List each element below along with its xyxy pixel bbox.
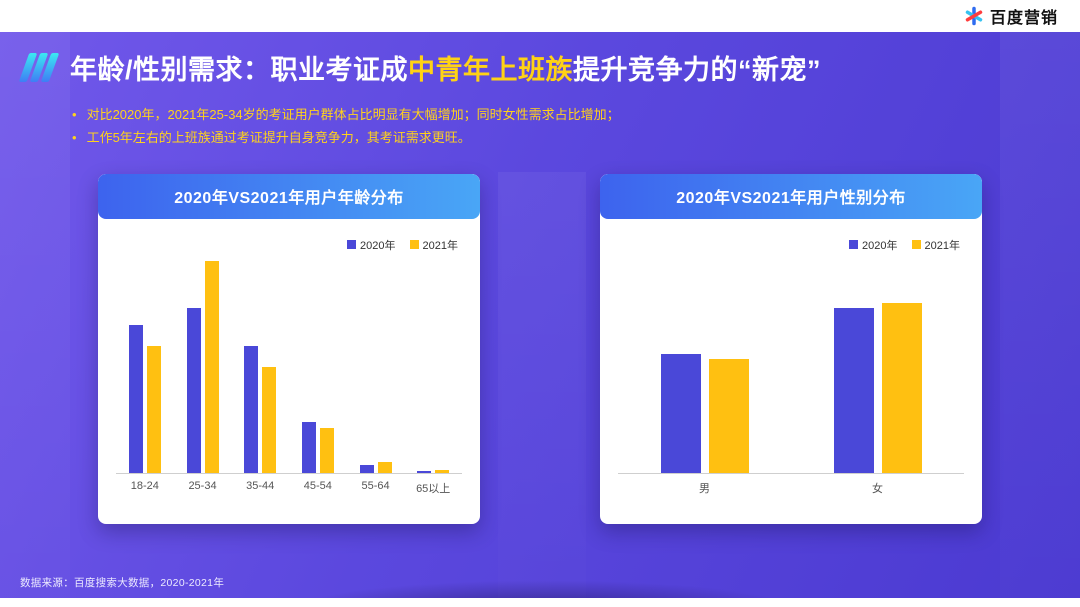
- legend-item: 2020年: [849, 237, 898, 253]
- bar-2020年-45-54: [301, 421, 316, 473]
- chart-title: 2020年VS2021年用户年龄分布: [98, 173, 480, 219]
- bar-2020年-35-44: [244, 345, 259, 473]
- bar-2021年-55-64: [377, 461, 392, 473]
- bar-2021年-25-34: [204, 260, 219, 473]
- bullet-item: • 对比2020年，2021年25-34岁的考证用户群体占比明显有大幅增加；同时…: [72, 103, 1080, 126]
- bullet-list: • 对比2020年，2021年25-34岁的考证用户群体占比明显有大幅增加；同时…: [72, 103, 1080, 150]
- bar-group: [618, 261, 791, 473]
- legend-swatch: [849, 240, 859, 250]
- title-part1: 年龄/性别需求：职业考证成: [70, 55, 409, 85]
- bar-2020年-男: [660, 353, 701, 473]
- bar-group: [116, 261, 174, 473]
- background-light-pillar: [498, 172, 586, 598]
- page-title: 年龄/性别需求：职业考证成中青年上班族提升竞争力的“新宠”: [70, 48, 821, 87]
- x-tick-label: 55-64: [361, 479, 390, 492]
- background-light-pillar: [0, 32, 70, 598]
- bar-2021年-女: [881, 302, 922, 473]
- bar-2020年-18-24: [128, 324, 143, 473]
- floor-shadow-ellipse: [285, 580, 805, 598]
- bar-2021年-18-24: [146, 345, 161, 473]
- x-tick-label: 25-34: [188, 479, 217, 492]
- legend-label: 2021年: [422, 239, 458, 252]
- bar-group: [791, 261, 964, 473]
- double-slash-icon: [18, 51, 60, 85]
- x-tick-label: 男: [699, 482, 710, 495]
- chart-body: 2020年 2021年 男女: [600, 219, 982, 496]
- x-labels: 男女: [618, 480, 964, 496]
- x-tick-label: 女: [872, 482, 883, 495]
- x-tick-label: 18-24: [130, 479, 159, 492]
- bar-2021年-65以上: [435, 469, 450, 473]
- plot: [618, 261, 964, 474]
- x-tick-label: 35-44: [246, 479, 275, 492]
- bar-2020年-25-34: [186, 307, 201, 473]
- bar-group: [231, 261, 289, 473]
- bar-group: [174, 260, 232, 473]
- bar-2020年-55-64: [359, 464, 374, 473]
- legend-label: 2021年: [924, 239, 960, 252]
- legend-label: 2020年: [862, 239, 898, 252]
- background-light-pillar: [1000, 32, 1080, 598]
- title-part2: 提升竞争力的“新宠”: [573, 55, 822, 85]
- logo-text: 百度营销: [989, 10, 1058, 27]
- bullet-item: • 工作5年左右的上班族通过考证提升自身竞争力，其考证需求更旺。: [72, 126, 1080, 149]
- bullet-dot: •: [72, 107, 77, 122]
- plot: [116, 260, 462, 474]
- legend-swatch: [409, 240, 419, 250]
- bullet-text: 对比2020年，2021年25-34岁的考证用户群体占比明显有大幅增加；同时女性…: [86, 107, 620, 122]
- legend-swatch: [911, 240, 921, 250]
- baidu-marketing-logo-icon: [965, 6, 983, 26]
- bullet-text: 工作5年左右的上班族通过考证提升自身竞争力，其考证需求更旺。: [86, 130, 471, 146]
- legend-item: 2021年: [409, 237, 458, 253]
- x-labels: 18-24 25-34 35-44 45-54 55-64 65以上: [116, 480, 462, 496]
- bar-2020年-65以上: [417, 470, 432, 473]
- bar-2021年-35-44: [262, 366, 277, 473]
- bullet-dot: •: [72, 130, 77, 146]
- bar-group: [347, 261, 405, 473]
- legend: 2020年 2021年: [618, 237, 960, 253]
- data-source-note: 数据来源：百度搜索大数据，2020-2021年: [20, 577, 225, 589]
- legend-item: 2020年: [347, 237, 396, 253]
- bar-group: [289, 261, 347, 473]
- x-tick-label: 65以上: [416, 482, 451, 495]
- bar-2021年-45-54: [319, 427, 334, 473]
- chart-cards-row: 2020年VS2021年用户年龄分布 2020年 2021年 18-24 25-34…: [0, 173, 1080, 524]
- legend: 2020年 2021年: [116, 237, 458, 253]
- slide: 年龄/性别需求：职业考证成中青年上班族提升竞争力的“新宠” • 对比2020年，…: [0, 32, 1080, 598]
- legend-swatch: [347, 240, 357, 250]
- chart-card-1: 2020年VS2021年用户性别分布 2020年 2021年 男女: [600, 173, 982, 524]
- chart-card-0: 2020年VS2021年用户年龄分布 2020年 2021年 18-24 25-34…: [98, 173, 480, 524]
- top-strip: 百度营销: [0, 0, 1080, 32]
- legend-label: 2020年: [360, 239, 396, 252]
- bar-2020年-女: [833, 307, 874, 473]
- bar-group: [404, 261, 462, 473]
- bar-2021年-男: [708, 358, 749, 473]
- x-tick-label: 45-54: [303, 479, 332, 492]
- legend-item: 2021年: [911, 237, 960, 253]
- title-highlight: 中青年上班族: [408, 55, 574, 85]
- baidu-marketing-logo: 百度营销: [964, 4, 1058, 28]
- chart-body: 2020年 2021年 18-24 25-34 35-44 45-54 55-64 65以上: [98, 219, 480, 496]
- title-row: 年龄/性别需求：职业考证成中青年上班族提升竞争力的“新宠”: [0, 32, 1080, 87]
- chart-title: 2020年VS2021年用户性别分布: [600, 173, 982, 219]
